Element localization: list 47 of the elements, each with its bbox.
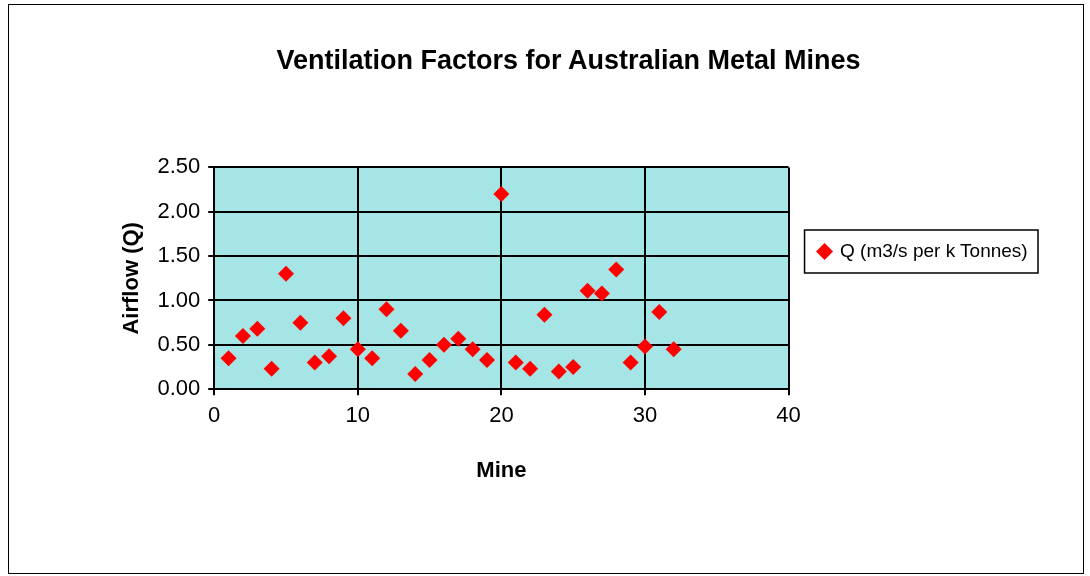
x-tick-label: 10 — [345, 402, 371, 428]
x-axis-title: Mine — [476, 456, 527, 482]
point — [608, 261, 625, 278]
point — [306, 354, 323, 371]
point — [565, 359, 582, 376]
point — [263, 360, 280, 377]
legend-label: Q (m3/s per k Tonnes) — [840, 239, 1028, 261]
point — [450, 330, 467, 347]
point — [522, 360, 539, 377]
y-tick-label: 2.50 — [157, 153, 201, 179]
point — [464, 341, 481, 358]
point — [378, 301, 395, 318]
y-axis-title: Airflow (Q) — [118, 222, 144, 335]
point — [579, 282, 596, 299]
point — [435, 336, 452, 353]
point — [349, 341, 366, 358]
point — [636, 338, 653, 355]
point — [278, 265, 295, 282]
point — [651, 304, 668, 321]
y-tick-label: 0.00 — [157, 375, 201, 401]
x-tick-label: 20 — [489, 402, 514, 428]
y-tick-label: 1.00 — [157, 286, 201, 312]
point — [292, 314, 309, 331]
point — [392, 322, 409, 339]
point — [321, 348, 338, 365]
point — [593, 285, 610, 302]
point — [249, 320, 266, 337]
point — [622, 354, 639, 371]
chart-title: Ventilation Factors for Australian Metal Mines — [276, 44, 861, 75]
point — [335, 310, 352, 327]
point — [364, 350, 381, 367]
point — [407, 366, 424, 383]
point — [220, 350, 237, 367]
point — [421, 351, 438, 368]
point — [507, 354, 524, 371]
y-tick-label: 2.00 — [157, 197, 201, 223]
point — [493, 186, 510, 203]
point — [536, 306, 553, 323]
y-tick-label: 1.50 — [157, 242, 201, 268]
point — [665, 341, 682, 358]
y-tick-label: 0.50 — [157, 330, 201, 356]
point — [550, 363, 567, 380]
x-tick-label: 0 — [208, 402, 221, 428]
x-tick-label: 40 — [776, 402, 801, 428]
x-tick-label: 30 — [632, 402, 658, 428]
point — [479, 351, 496, 368]
point — [234, 327, 251, 344]
